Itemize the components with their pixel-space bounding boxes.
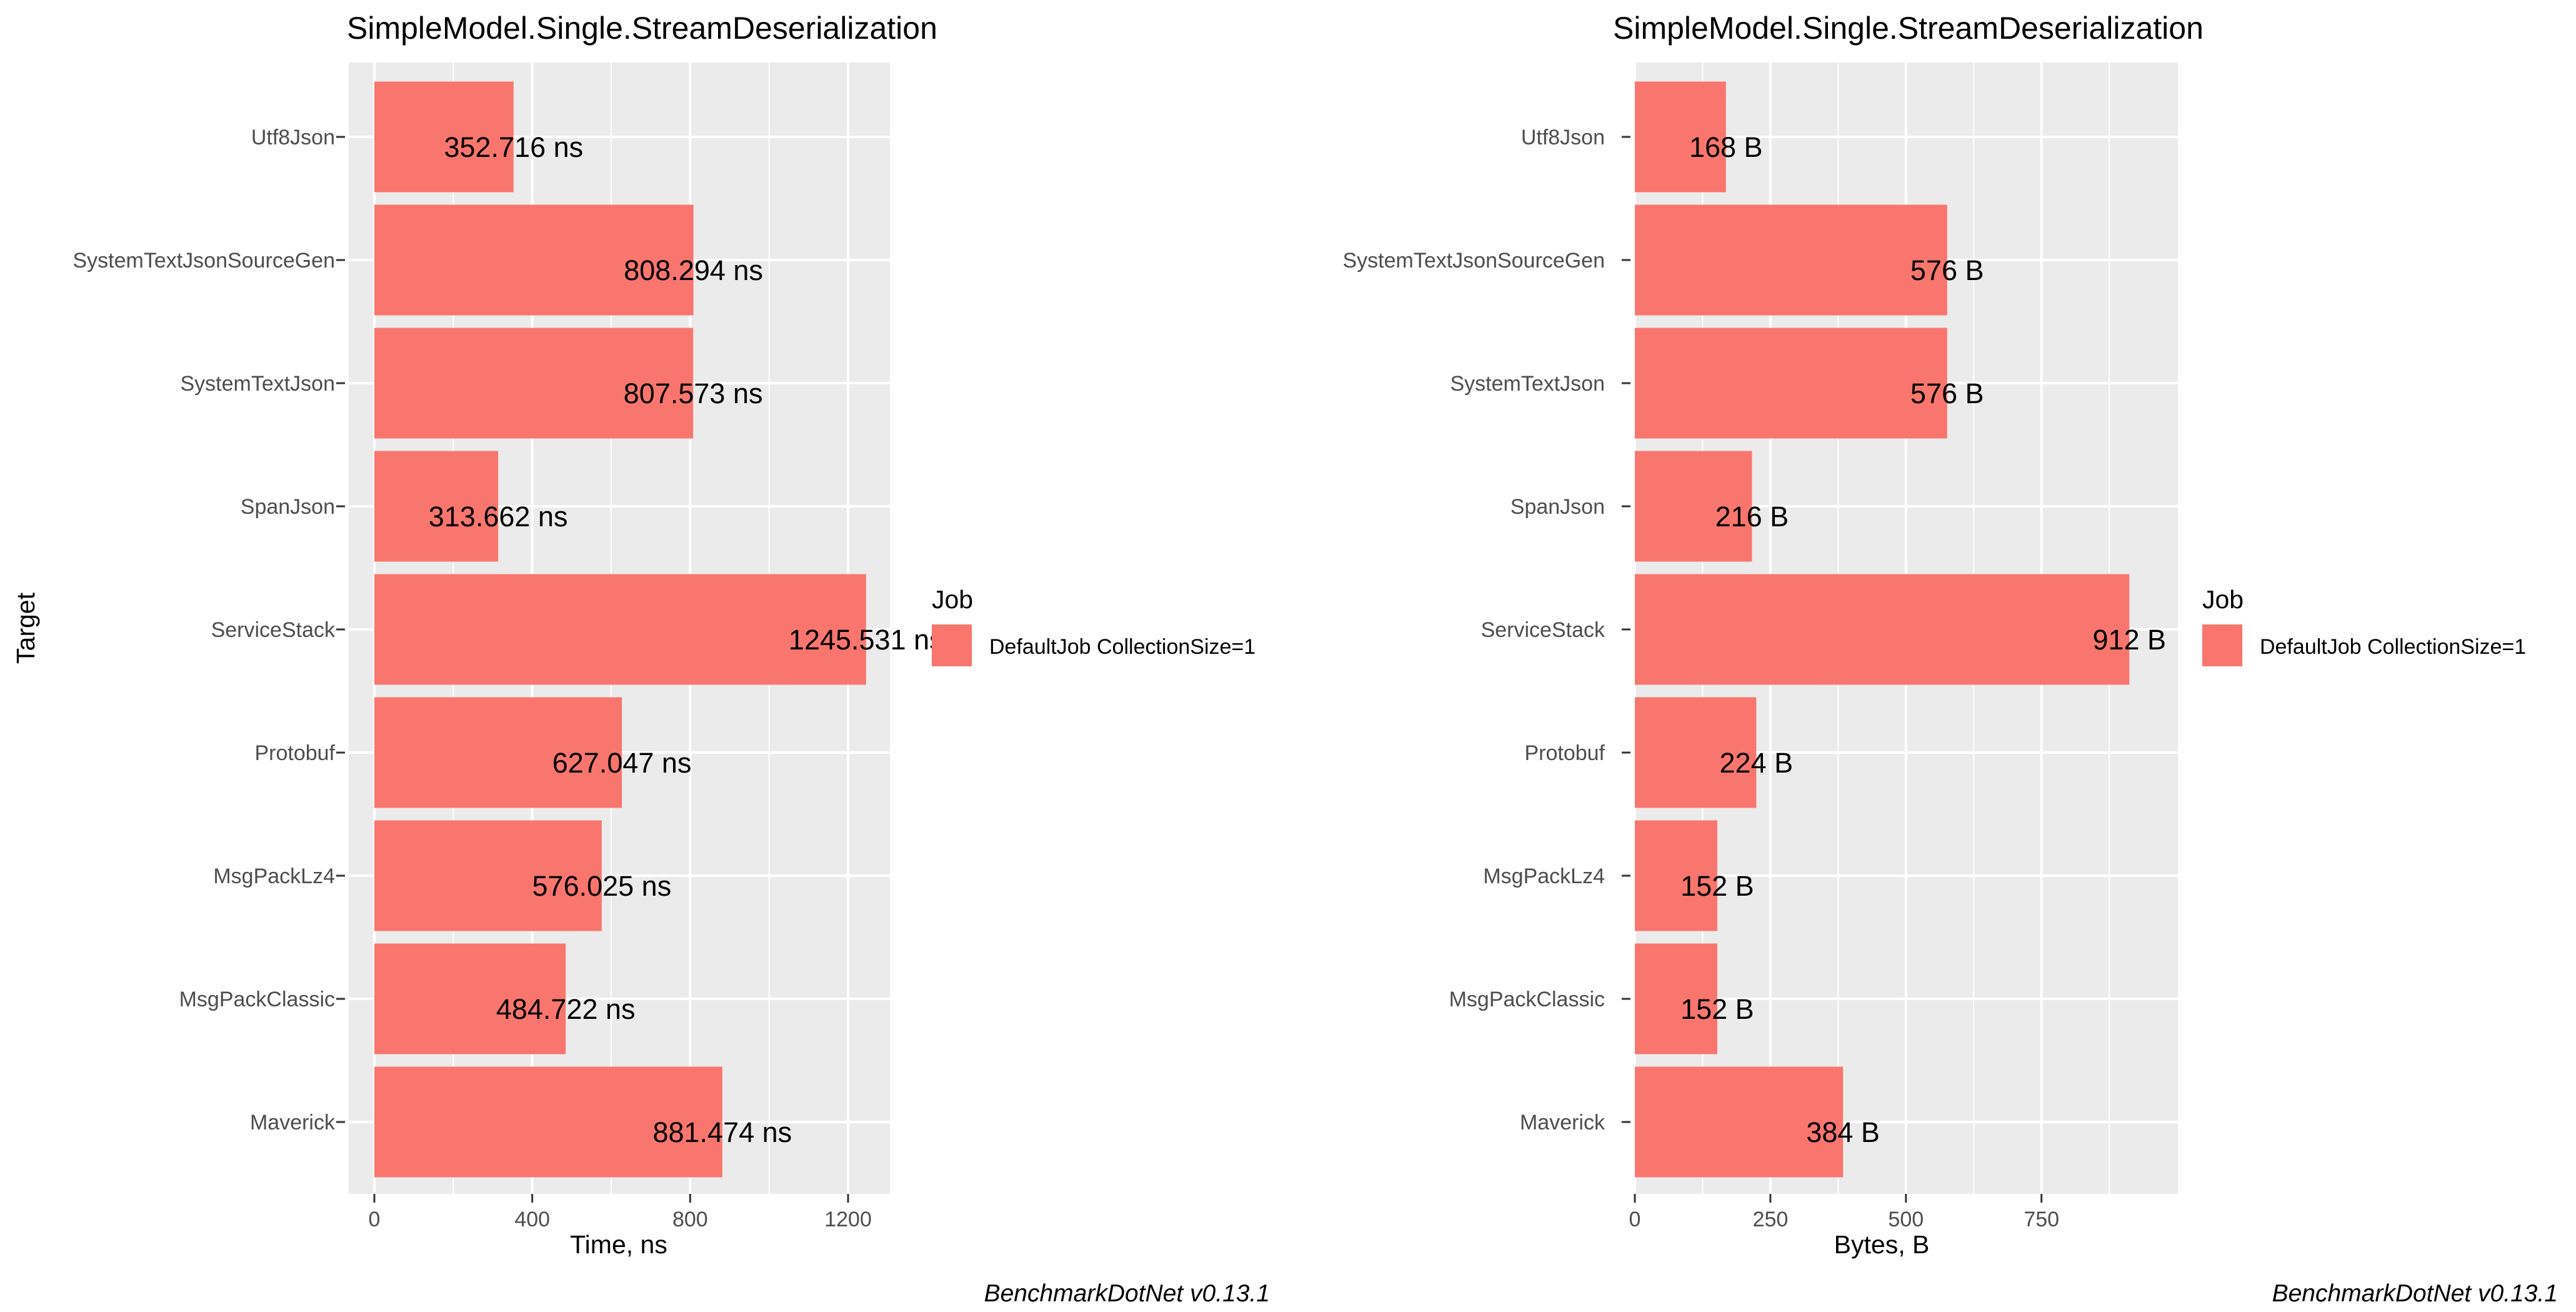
y-axis-title: Target bbox=[11, 592, 40, 664]
x-tick-label: 500 bbox=[1888, 1208, 1924, 1231]
bar-systemtextjsonsourcegen bbox=[374, 204, 694, 316]
y-tick-label: Maverick bbox=[1520, 1111, 1605, 1134]
x-tick-label: 800 bbox=[672, 1208, 708, 1231]
data-label: 808.294 ns bbox=[624, 254, 763, 286]
bar-utf8json bbox=[1635, 81, 1726, 193]
legend-title: Job bbox=[2202, 585, 2244, 614]
y-tick-label: Maverick bbox=[250, 1111, 336, 1134]
bar-utf8json bbox=[374, 81, 514, 193]
data-label: 912 B bbox=[2092, 624, 2166, 656]
data-label: 216 B bbox=[1715, 501, 1789, 533]
x-tick-label: 0 bbox=[369, 1208, 381, 1231]
data-label: 807.573 ns bbox=[624, 378, 763, 409]
caption: BenchmarkDotNet v0.13.1 bbox=[2272, 1280, 2558, 1307]
data-label: 168 B bbox=[1689, 131, 1763, 163]
bar-protobuf bbox=[1635, 697, 1757, 808]
y-tick-label: Utf8Json bbox=[251, 126, 335, 149]
data-label: 576.025 ns bbox=[532, 870, 672, 902]
bar-msgpackclassic bbox=[1635, 943, 1717, 1054]
bar-msgpacklz4 bbox=[374, 820, 602, 931]
bytes-chart-panel: Utf8Json SystemTextJsonSourceGen SystemTex… bbox=[1288, 0, 2576, 1312]
data-label: 224 B bbox=[1720, 747, 1794, 779]
y-tick-label: ServiceStack bbox=[211, 618, 336, 642]
y-tick-label: MsgPackLz4 bbox=[213, 864, 335, 888]
y-tick-label: Protobuf bbox=[1524, 741, 1605, 765]
data-label: 576 B bbox=[1910, 254, 1984, 286]
x-tick-label: 250 bbox=[1753, 1208, 1789, 1231]
data-label: 352.716 ns bbox=[444, 131, 583, 163]
bar-protobuf bbox=[374, 697, 622, 808]
legend-label: DefaultJob CollectionSize=1 bbox=[2260, 635, 2526, 659]
data-label: 152 B bbox=[1680, 993, 1754, 1025]
bar-spanjson bbox=[374, 451, 499, 562]
data-label: 384 B bbox=[1806, 1116, 1880, 1148]
y-tick-label: Protobuf bbox=[254, 741, 335, 765]
bar-systemtextjson bbox=[374, 328, 694, 439]
y-tick-label: MsgPackClassic bbox=[1449, 988, 1605, 1011]
y-tick-label: SpanJson bbox=[1510, 495, 1605, 519]
time-chart: Utf8Json SystemTextJsonSourceGen SystemTex… bbox=[11, 11, 1270, 1307]
bar-servicestack bbox=[1635, 574, 2130, 685]
data-label: 1245.531 ns bbox=[789, 624, 944, 656]
legend-swatch bbox=[2202, 624, 2242, 666]
y-tick-label: SystemTextJson bbox=[180, 372, 335, 396]
data-label: 576 B bbox=[1910, 378, 1984, 409]
x-tick-label: 0 bbox=[1629, 1208, 1641, 1231]
x-tick-label: 400 bbox=[514, 1208, 550, 1231]
chart-title: SimpleModel.Single.StreamDeserialization bbox=[347, 11, 937, 46]
time-chart-panel: Utf8Json SystemTextJsonSourceGen SystemTex… bbox=[11, 11, 1270, 1307]
x-tick-label: 750 bbox=[2024, 1208, 2059, 1231]
data-label: 313.662 ns bbox=[429, 501, 568, 533]
x-axis-title: Time, ns bbox=[570, 1230, 667, 1259]
data-label: 881.474 ns bbox=[652, 1116, 792, 1148]
legend-label: DefaultJob CollectionSize=1 bbox=[989, 635, 1256, 659]
y-tick-label: SystemTextJsonSourceGen bbox=[1342, 249, 1605, 273]
bytes-chart: Utf8Json SystemTextJsonSourceGen SystemTex… bbox=[1342, 11, 2558, 1307]
data-label: 152 B bbox=[1680, 870, 1754, 902]
x-axis-title: Bytes, B bbox=[1834, 1230, 1930, 1259]
y-tick-label: MsgPackLz4 bbox=[1483, 864, 1605, 888]
legend-title: Job bbox=[932, 585, 973, 614]
bar-servicestack bbox=[374, 574, 866, 685]
bar-msgpackclassic bbox=[374, 943, 566, 1054]
y-tick-label: MsgPackClassic bbox=[179, 988, 335, 1011]
bar-maverick bbox=[1635, 1066, 1844, 1178]
y-tick-label: SystemTextJson bbox=[1450, 372, 1605, 396]
legend-swatch bbox=[932, 624, 972, 666]
bar-spanjson bbox=[1635, 451, 1752, 562]
data-label: 627.047 ns bbox=[552, 747, 692, 779]
bar-msgpacklz4 bbox=[1635, 820, 1717, 931]
y-tick-label: Utf8Json bbox=[1521, 126, 1605, 149]
caption: BenchmarkDotNet v0.13.1 bbox=[984, 1280, 1270, 1307]
y-tick-label: ServiceStack bbox=[1481, 618, 1605, 642]
data-label: 484.722 ns bbox=[496, 993, 636, 1025]
y-tick-label: SystemTextJsonSourceGen bbox=[72, 249, 335, 273]
y-tick-label: SpanJson bbox=[241, 495, 335, 519]
bar-systemtextjsonsourcegen bbox=[1635, 204, 1947, 316]
chart-title: SimpleModel.Single.StreamDeserialization bbox=[1613, 11, 2204, 46]
bar-maverick bbox=[374, 1066, 722, 1178]
x-tick-label: 1200 bbox=[824, 1208, 872, 1231]
bar-systemtextjson bbox=[1635, 328, 1947, 439]
